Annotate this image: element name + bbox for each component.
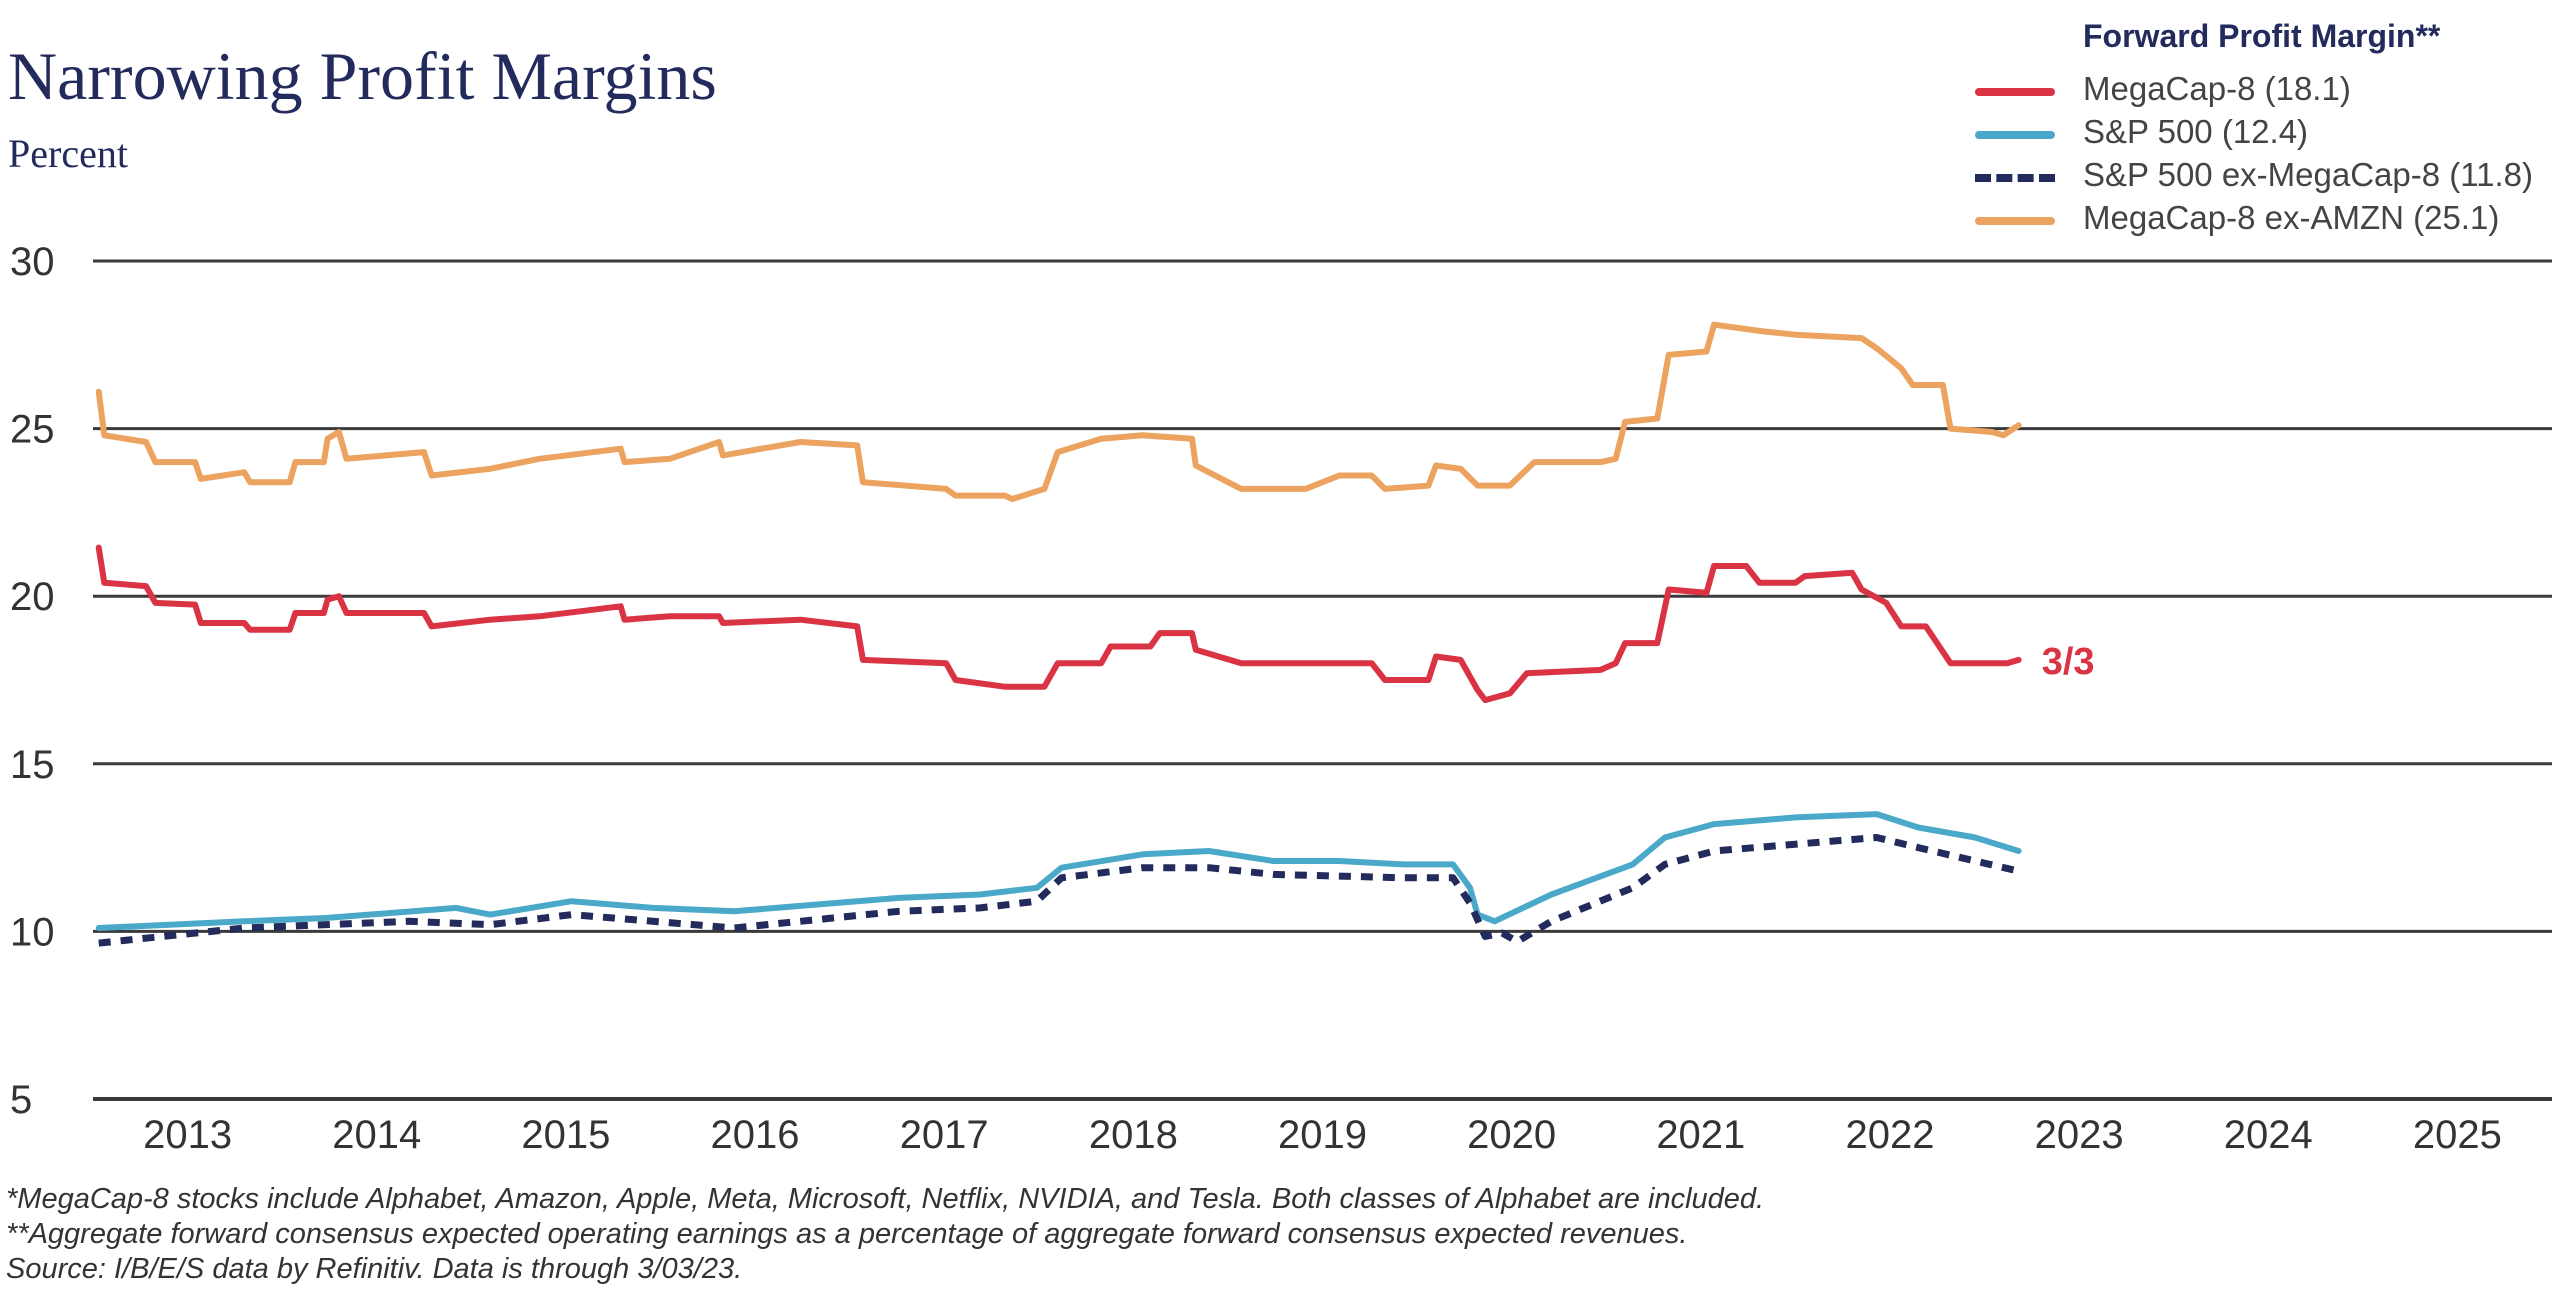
footnote-megacap8: *MegaCap-8 stocks include Alphabet, Amaz… xyxy=(6,1183,1765,1215)
x-tick-label: 2024 xyxy=(2224,1113,2313,1157)
x-tick-label: 2025 xyxy=(2413,1113,2502,1157)
x-tick-labels: 2013 2014 2015 2016 2017 2018 2019 2020 2021 2022… xyxy=(143,1113,2502,1157)
legend-swatch xyxy=(1975,88,2055,96)
y-tick-label: 20 xyxy=(10,575,55,619)
legend-item-sp500-ex-megacap8: S&P 500 ex-MegaCap-8 (11.8) xyxy=(1975,156,2555,196)
legend-label: MegaCap-8 (18.1) xyxy=(2083,70,2351,107)
y-tick-label: 30 xyxy=(10,240,55,284)
legend-swatch xyxy=(1975,174,2055,182)
series-lines xyxy=(95,321,2022,947)
chart-title: Narrowing Profit Margins xyxy=(8,38,717,114)
y-axis-unit-label: Percent xyxy=(8,131,128,176)
footnotes: *MegaCap-8 stocks include Alphabet, Amaz… xyxy=(6,1182,1764,1287)
y-tick-label: 15 xyxy=(10,743,55,787)
legend-swatch xyxy=(1975,217,2055,225)
x-tick-label: 2017 xyxy=(900,1113,989,1157)
x-tick-label: 2015 xyxy=(521,1113,610,1157)
x-tick-label: 2019 xyxy=(1278,1113,1367,1157)
y-tick-label: 10 xyxy=(10,910,55,954)
legend-swatch xyxy=(1975,131,2055,139)
y-tick-labels: 5 10 15 20 25 30 xyxy=(10,240,55,1122)
footnote-source: Source: I/B/E/S data by Refinitiv. Data … xyxy=(6,1253,743,1285)
legend-item-sp500: S&P 500 (12.4) xyxy=(1975,113,2555,153)
legend-item-megacap8-ex-amzn: MegaCap-8 ex-AMZN (25.1) xyxy=(1975,199,2555,239)
series-line-megacap-8-ex-amzn xyxy=(95,321,2022,502)
legend-item-megacap8: MegaCap-8 (18.1) xyxy=(1975,70,2555,110)
legend-label: MegaCap-8 ex-AMZN (25.1) xyxy=(2083,199,2500,236)
x-tick-label: 2021 xyxy=(1656,1113,1745,1157)
x-tick-label: 2018 xyxy=(1089,1113,1178,1157)
footnote-profit-margin: **Aggregate forward consensus expected o… xyxy=(6,1218,1688,1250)
legend-label: S&P 500 (12.4) xyxy=(2083,113,2309,150)
x-tick-label: 2013 xyxy=(143,1113,232,1157)
x-tick-label: 2022 xyxy=(1845,1113,1934,1157)
series-line-megacap-8 xyxy=(95,544,2022,704)
x-tick-label: 2016 xyxy=(711,1113,800,1157)
y-tick-label: 25 xyxy=(10,408,55,452)
gridlines xyxy=(93,259,2552,1101)
series-line-s-p-500-ex-megacap-8 xyxy=(98,834,2020,947)
legend-label: S&P 500 ex-MegaCap-8 (11.8) xyxy=(2083,156,2534,193)
x-tick-label: 2020 xyxy=(1467,1113,1556,1157)
y-tick-label: 5 xyxy=(10,1078,32,1122)
legend-title: Forward Profit Margin** xyxy=(2083,18,2441,54)
series-line-s-p-500 xyxy=(95,811,2022,931)
x-tick-label: 2023 xyxy=(2035,1113,2124,1157)
x-tick-label: 2014 xyxy=(332,1113,421,1157)
end-date-annotation: 3/3 xyxy=(2042,641,2095,683)
